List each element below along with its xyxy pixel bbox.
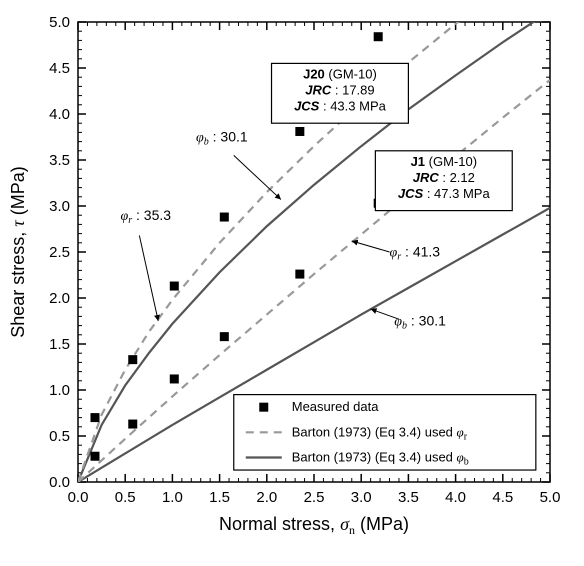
info-line: JCS : 43.3 MPa: [294, 98, 387, 113]
y-tick-label: 5.0: [49, 14, 70, 31]
x-tick-label: 3.0: [351, 489, 372, 506]
x-tick-label: 0.0: [68, 489, 89, 506]
x-tick-label: 2.5: [304, 489, 325, 506]
info-title: J20 (GM-10): [303, 66, 377, 81]
x-tick-label: 3.5: [398, 489, 419, 506]
y-tick-label: 4.5: [49, 60, 70, 77]
callout-label: φb : 30.1: [394, 313, 446, 332]
data-marker: [374, 33, 382, 41]
info-line: JCS : 47.3 MPa: [398, 186, 491, 201]
y-tick-label: 4.0: [49, 106, 70, 123]
callout-arrow: [352, 241, 390, 252]
chart-svg: 0.0 0.5 1.0 1.5 2.0 2.5 3.0 3.5 4.0 4.5 5.0 0.0 0.5 1…: [0, 0, 584, 566]
x-tick-label: 4.5: [492, 489, 513, 506]
callout-arrow: [139, 235, 158, 321]
x-tick-label: 0.5: [115, 489, 136, 506]
y-tick-label: 0.0: [49, 474, 70, 491]
y-tick-label: 2.0: [49, 290, 70, 307]
data-marker: [129, 356, 137, 364]
data-marker: [91, 414, 99, 422]
data-marker: [91, 452, 99, 460]
data-marker: [296, 270, 304, 278]
data-marker: [296, 127, 304, 135]
legend-marker-icon: [260, 403, 268, 411]
y-axis-title: Shear stress, τ (MPa): [8, 166, 28, 338]
info-line: JRC : 2.12: [413, 170, 475, 185]
x-tick-label: 4.0: [445, 489, 466, 506]
y-tick-label: 1.0: [49, 382, 70, 399]
info-title: J1 (GM-10): [411, 154, 477, 169]
x-tick-label: 1.5: [209, 489, 230, 506]
y-tick-label: 1.5: [49, 336, 70, 353]
x-axis-title: Normal stress, σn (MPa): [219, 514, 409, 537]
info-line: JRC : 17.89: [305, 82, 374, 97]
data-marker: [129, 420, 137, 428]
y-tick-label: 0.5: [49, 428, 70, 445]
y-tick-label: 2.5: [49, 244, 70, 261]
callout-arrow: [234, 155, 281, 199]
callout-label: φb : 30.1: [196, 129, 248, 148]
y-tick-label: 3.0: [49, 198, 70, 215]
y-tick-label: 3.5: [49, 152, 70, 169]
x-tick-label: 5.0: [540, 489, 561, 506]
data-marker: [170, 282, 178, 290]
data-marker: [220, 333, 228, 341]
callout-label: φr : 35.3: [120, 207, 171, 226]
callout-label: φr : 41.3: [390, 244, 441, 263]
x-tick-label: 2.0: [256, 489, 277, 506]
chart-container: { "chart": { "type": "scatter-line", "wi…: [0, 0, 584, 566]
data-marker: [170, 375, 178, 383]
x-tick-label: 1.0: [162, 489, 183, 506]
data-marker: [220, 213, 228, 221]
legend-label: Measured data: [292, 399, 379, 414]
